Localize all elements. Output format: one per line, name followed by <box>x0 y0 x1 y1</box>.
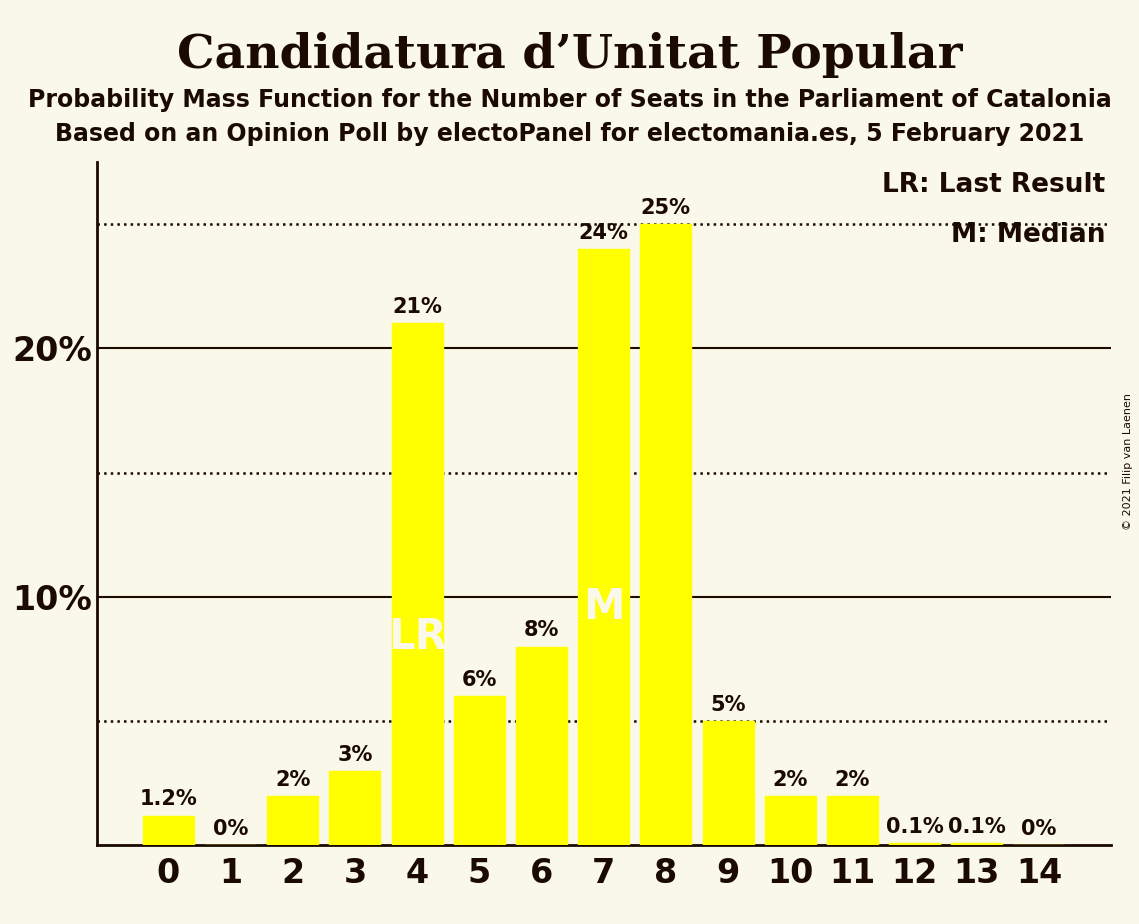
Text: 2%: 2% <box>835 770 870 789</box>
Text: 2%: 2% <box>274 770 311 789</box>
Text: Probability Mass Function for the Number of Seats in the Parliament of Catalonia: Probability Mass Function for the Number… <box>27 88 1112 112</box>
Text: 0.1%: 0.1% <box>948 817 1006 837</box>
Text: 0%: 0% <box>1022 820 1057 839</box>
Text: M: M <box>583 586 624 627</box>
Text: 1.2%: 1.2% <box>139 789 197 809</box>
Text: 21%: 21% <box>392 298 442 317</box>
Bar <box>329 771 380 845</box>
Text: 3%: 3% <box>337 745 372 765</box>
Text: 6%: 6% <box>461 670 497 690</box>
Text: 2%: 2% <box>772 770 808 789</box>
Bar <box>453 697 505 845</box>
Bar <box>392 323 443 845</box>
Bar <box>703 721 754 845</box>
Text: © 2021 Filip van Laenen: © 2021 Filip van Laenen <box>1123 394 1133 530</box>
Bar <box>951 843 1002 845</box>
Bar <box>516 647 567 845</box>
Text: 25%: 25% <box>641 198 691 218</box>
Text: 0%: 0% <box>213 820 248 839</box>
Bar <box>268 796 318 845</box>
Bar <box>142 816 194 845</box>
Bar <box>640 224 691 845</box>
Text: 24%: 24% <box>579 223 629 242</box>
Text: M: Median: M: Median <box>951 222 1106 248</box>
Text: Based on an Opinion Poll by electoPanel for electomania.es, 5 February 2021: Based on an Opinion Poll by electoPanel … <box>55 122 1084 146</box>
Text: 5%: 5% <box>711 695 746 715</box>
Text: 0.1%: 0.1% <box>886 817 943 837</box>
Bar <box>890 843 940 845</box>
Text: LR: LR <box>387 615 446 658</box>
Text: Candidatura d’Unitat Popular: Candidatura d’Unitat Popular <box>177 32 962 79</box>
Bar <box>579 249 629 845</box>
Text: 8%: 8% <box>524 620 559 640</box>
Bar <box>764 796 816 845</box>
Bar <box>827 796 878 845</box>
Text: LR: Last Result: LR: Last Result <box>883 172 1106 198</box>
